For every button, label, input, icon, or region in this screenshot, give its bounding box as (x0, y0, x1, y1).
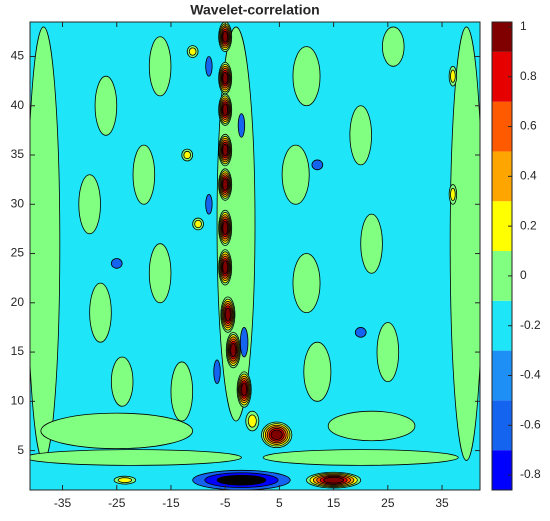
contour-region (303, 341, 332, 402)
contour-region (40, 412, 194, 450)
contour-region (230, 343, 237, 358)
contour-region (222, 260, 229, 275)
contour-region (376, 322, 400, 383)
contour-region (349, 105, 372, 166)
colorbar-band (492, 251, 512, 301)
contour-region (117, 477, 133, 484)
x-tick-label: -25 (108, 496, 126, 510)
colorbar-tick-label: -0.4 (520, 368, 541, 382)
y-tick-label: 35 (11, 147, 25, 161)
colorbar-band (492, 51, 512, 102)
colorbar-band (492, 151, 512, 202)
contour-region (94, 75, 118, 136)
contour-region (311, 159, 324, 171)
contour-region (292, 253, 321, 314)
contour-region (292, 46, 321, 107)
colorbar-frame (491, 21, 513, 491)
x-tick-label: 15 (327, 496, 341, 510)
contour-region (241, 382, 248, 397)
contour-region (213, 359, 221, 384)
x-tick-label: 25 (381, 496, 395, 510)
contour-region (216, 474, 267, 486)
contour-region (170, 361, 194, 422)
plot-frame (29, 21, 481, 491)
contour-region (360, 213, 383, 274)
x-tick-label: 35 (435, 496, 449, 510)
contour-region (205, 194, 213, 215)
contour-region (89, 282, 112, 343)
contour-region (237, 113, 246, 138)
contour-region (270, 429, 283, 441)
x-tick-label: 5 (276, 496, 283, 510)
colorbar-band (492, 400, 512, 451)
contour-region (110, 258, 123, 269)
contour-region (239, 327, 249, 358)
colorbar-band (492, 450, 512, 490)
y-tick-label: 40 (11, 98, 25, 112)
contour-region (222, 30, 229, 43)
contour-region (450, 187, 456, 201)
contour-region (224, 307, 231, 322)
colorbar-tick-label: 0 (520, 268, 527, 282)
x-tick-label: -15 (162, 496, 180, 510)
contour-region (382, 26, 405, 67)
contour-region (30, 26, 61, 461)
colorbar-tick-label: -0.8 (520, 467, 541, 481)
contour-region (222, 71, 229, 85)
colorbar-tick-label: 1 (520, 19, 527, 33)
contour-region (323, 476, 345, 484)
y-tick-label: 5 (17, 443, 24, 457)
contour-region (205, 56, 213, 77)
y-tick-label: 30 (11, 196, 25, 210)
y-tick-label: 20 (11, 295, 25, 309)
contour-region (78, 174, 101, 235)
y-tick-label: 15 (11, 344, 25, 358)
colorbar-tick-label: -0.2 (520, 318, 541, 332)
contour-region (222, 143, 229, 157)
colorbar-tick-label: 0.6 (520, 119, 537, 133)
contour-region (132, 144, 156, 205)
x-tick-label: -5 (220, 496, 231, 510)
contour-region (262, 449, 459, 466)
contour-region (281, 144, 310, 205)
contour-region (222, 103, 229, 116)
colorbar-tick-label: 0.8 (520, 69, 537, 83)
colorbar-band (492, 300, 512, 351)
colorbar-tick-label: 0.4 (520, 169, 537, 183)
contour-region (450, 69, 456, 83)
y-tick-label: 25 (11, 246, 25, 260)
colorbar-band (492, 350, 512, 401)
contour-region (183, 150, 192, 160)
contour-field (30, 22, 480, 490)
contour-region (188, 47, 197, 56)
colorbar-band (492, 201, 512, 252)
contour-region (148, 243, 172, 304)
colorbar-tick-label: -0.6 (520, 417, 541, 431)
y-tick-label: 10 (11, 393, 25, 407)
contour-region (148, 36, 172, 97)
contour-region (354, 327, 367, 338)
contour-region (30, 449, 242, 466)
contour-region (110, 356, 134, 407)
contour-region (327, 410, 416, 442)
y-tick-label: 45 (11, 49, 25, 63)
contour-region (222, 220, 229, 235)
x-tick-label: -35 (54, 496, 72, 510)
chart-title: Wavelet-correlation (190, 2, 319, 18)
colorbar-tick-label: 0.2 (520, 218, 537, 232)
colorbar-band (492, 101, 512, 152)
contour-region (449, 26, 480, 461)
contour-region (222, 178, 229, 191)
contour-region (247, 414, 257, 428)
colorbar-band (492, 22, 512, 52)
contour-region (194, 219, 202, 229)
